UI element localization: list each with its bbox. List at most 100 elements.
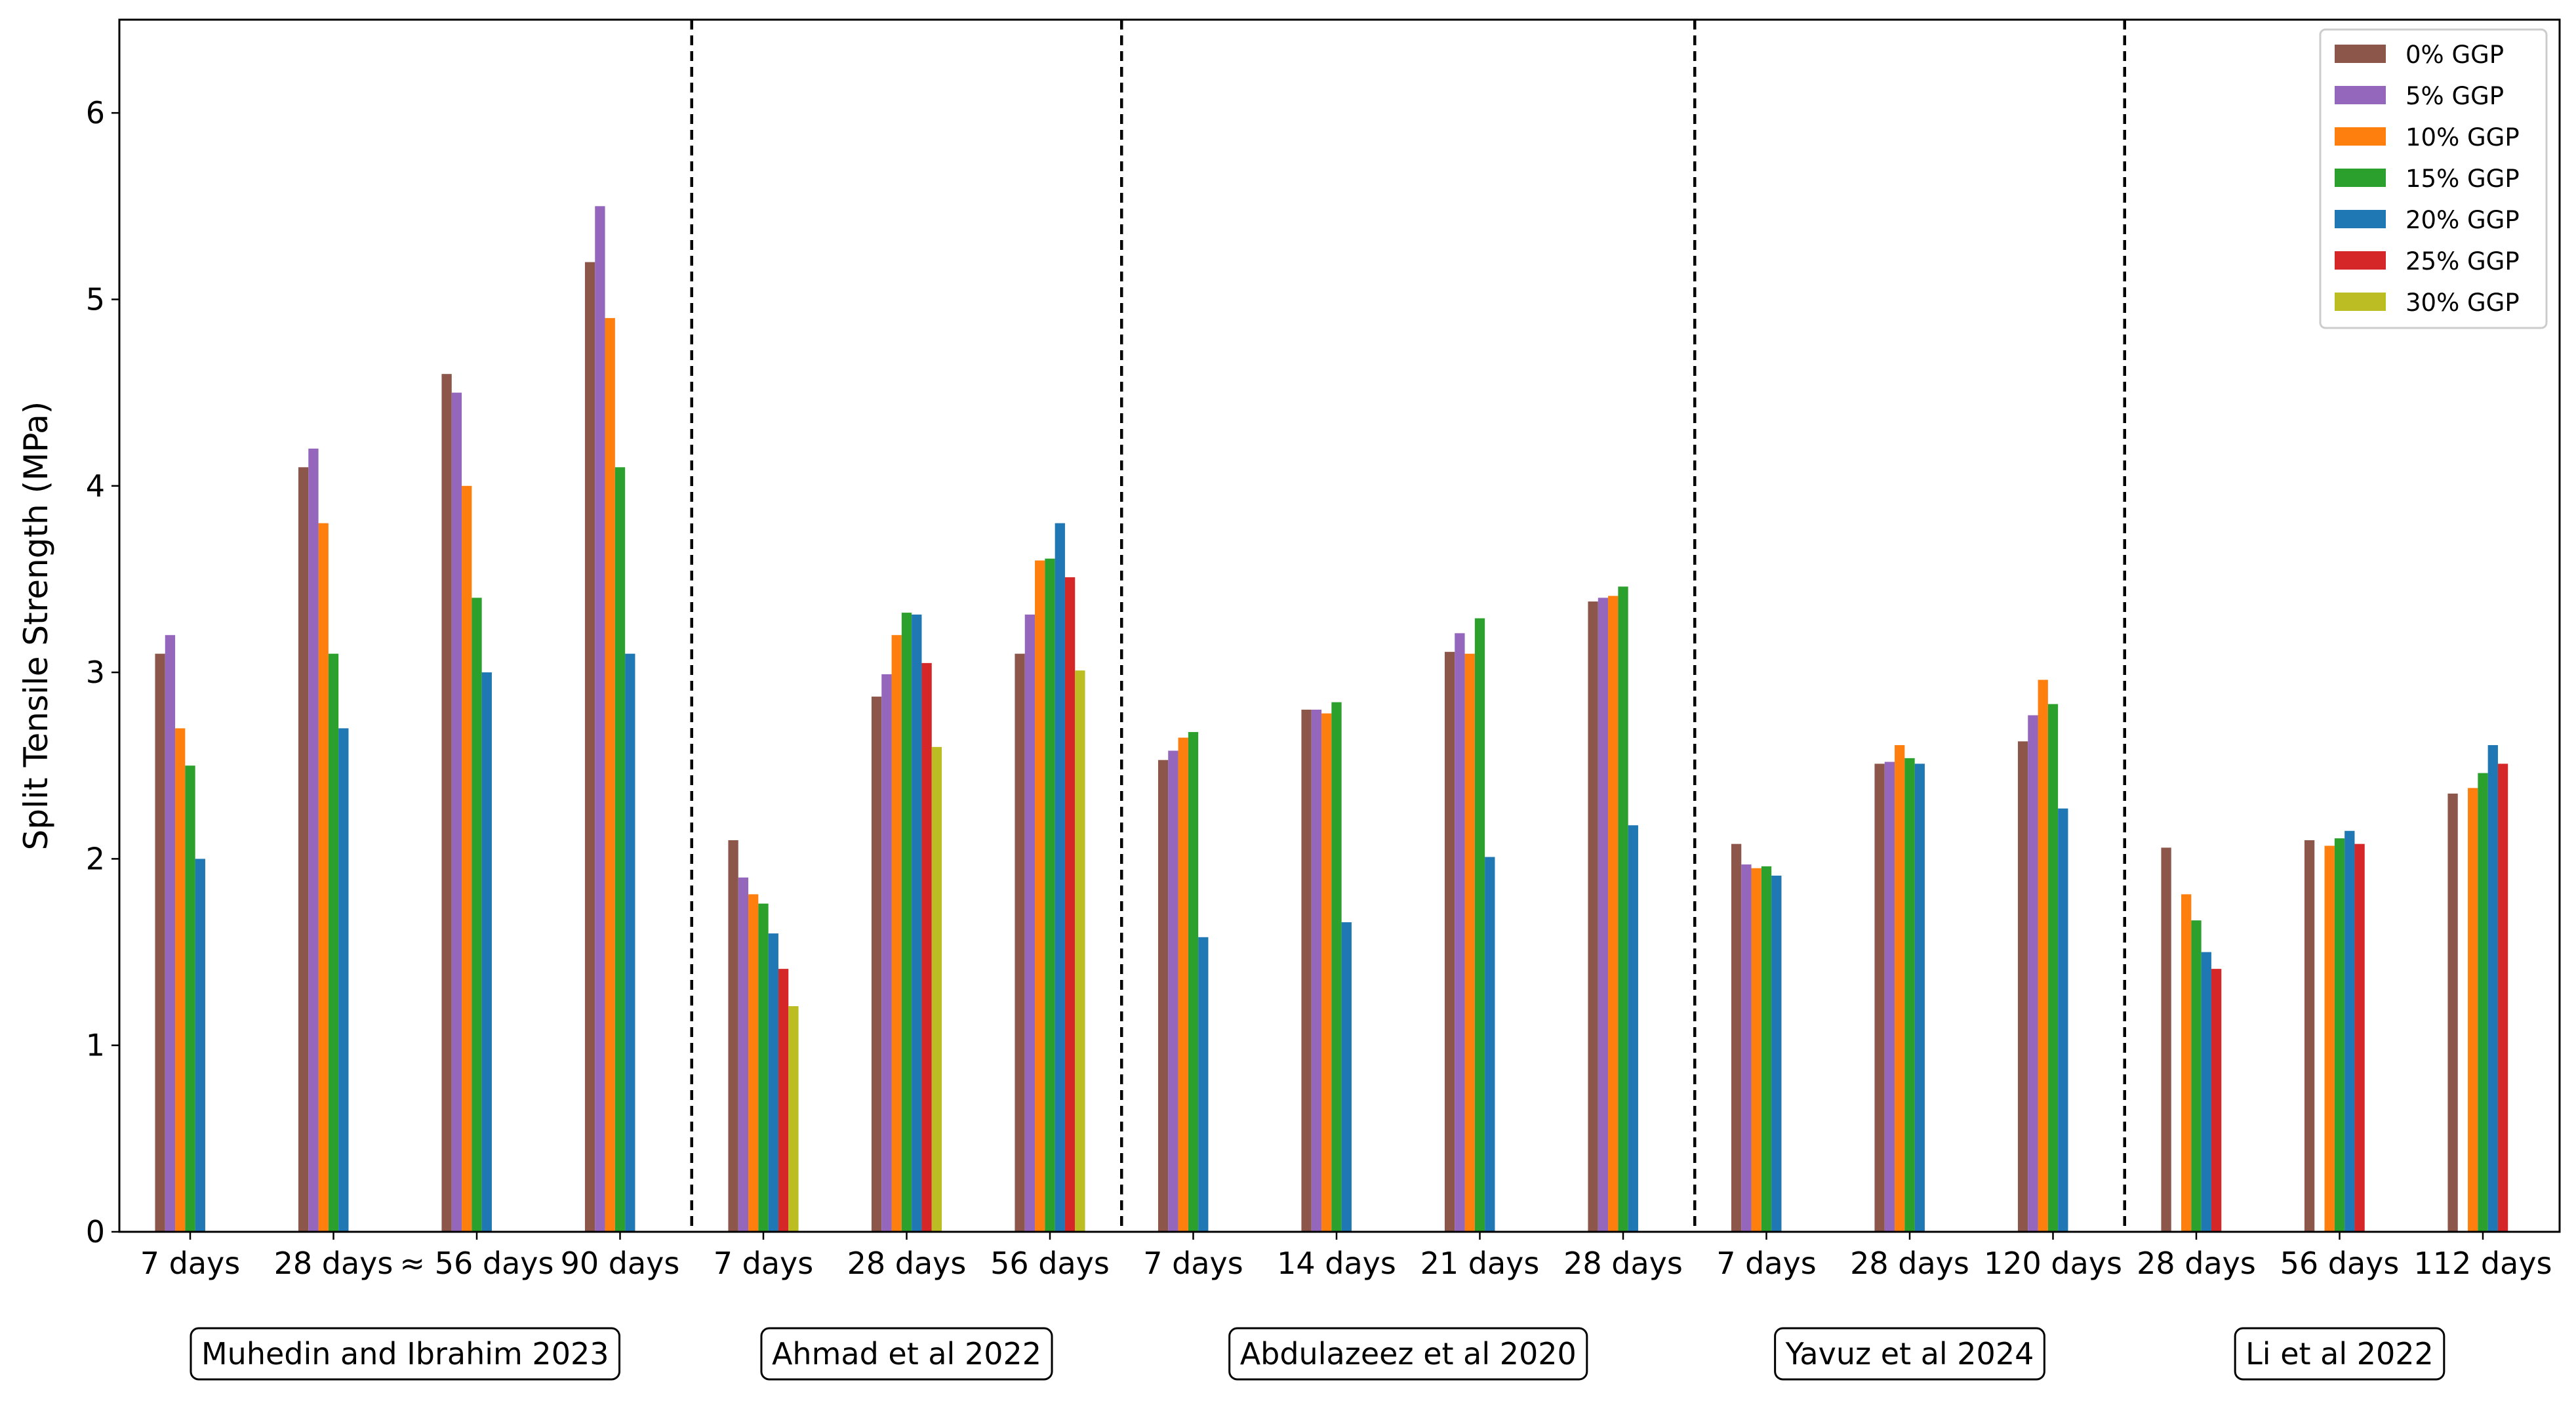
- bar-4-2-2: [1884, 762, 1895, 1232]
- bar-4-2-4: [1904, 758, 1915, 1232]
- x-tick-label: 28 days: [1563, 1246, 1683, 1281]
- legend-swatch: [2335, 169, 2386, 187]
- bar-1-2-1: [298, 467, 309, 1232]
- bar-1-1-1: [155, 653, 165, 1232]
- bar-1-3-5: [481, 672, 492, 1232]
- bar-2-2-2: [881, 674, 892, 1232]
- legend-swatch: [2335, 45, 2386, 63]
- bar-4-2-1: [1874, 763, 1885, 1232]
- bar-2-1-1: [728, 840, 738, 1232]
- bar-4-2-5: [1914, 763, 1925, 1232]
- x-tick-label: 112 days: [2414, 1246, 2552, 1281]
- bar-3-1-3: [1178, 737, 1188, 1232]
- bar-5-1-3: [2181, 894, 2192, 1232]
- bar-1-2-4: [328, 653, 339, 1232]
- bar-3-2-4: [1331, 702, 1342, 1232]
- legend-swatch: [2335, 293, 2386, 311]
- bar-4-3-3: [2038, 680, 2048, 1232]
- x-tick-label: 56 days: [990, 1246, 1110, 1281]
- x-tick-label: 90 days: [561, 1246, 680, 1281]
- bar-2-3-1: [1015, 653, 1025, 1232]
- x-tick-label: 7 days: [1716, 1246, 1816, 1281]
- bar-5-1-5: [2201, 952, 2211, 1232]
- bar-1-3-2: [451, 392, 462, 1232]
- x-tick-label: 14 days: [1277, 1246, 1396, 1281]
- group-label-box: [190, 1327, 621, 1381]
- x-tick-label: 28 days: [1850, 1246, 1969, 1281]
- bar-3-2-2: [1311, 709, 1322, 1232]
- x-tick-label: 28 days: [2137, 1246, 2256, 1281]
- legend-label: 20% GGP: [2405, 206, 2520, 234]
- bar-3-3-3: [1464, 653, 1475, 1232]
- bar-1-1-3: [175, 728, 186, 1232]
- bar-3-3-4: [1474, 618, 1485, 1232]
- bar-2-1-6: [778, 969, 789, 1232]
- bar-5-2-6: [2354, 844, 2365, 1232]
- x-axis: 7 days 28 days ≈ 56 days 90 days 7 days 28 da…: [140, 1232, 2552, 1281]
- bar-3-3-2: [1455, 633, 1465, 1232]
- bar-3-1-5: [1198, 937, 1209, 1232]
- bar-2-2-6: [921, 662, 932, 1232]
- y-axis-label: Split Tensile Strength (MPa): [17, 401, 55, 851]
- bar-1-3-4: [472, 598, 482, 1232]
- bar-2-3-4: [1045, 558, 1055, 1232]
- bar-3-2-5: [1341, 922, 1352, 1232]
- x-tick-label: 7 days: [1143, 1246, 1243, 1281]
- bar-1-4-2: [595, 206, 605, 1232]
- group-label-box: [760, 1327, 1053, 1381]
- bar-1-4-4: [614, 467, 626, 1232]
- group-label: Ahmad et al 2022: [772, 1336, 1041, 1372]
- bar-5-2-3: [2324, 845, 2335, 1232]
- group-separators: [690, 20, 2126, 1232]
- bar-3-4-3: [1608, 596, 1619, 1232]
- legend-label: 25% GGP: [2405, 247, 2520, 275]
- y-tick-label: 4: [86, 468, 105, 504]
- x-tick-label: 7 days: [714, 1246, 813, 1281]
- bar-2-1-4: [758, 903, 769, 1232]
- bar-4-1-2: [1741, 864, 1752, 1232]
- y-tick-label: 3: [86, 655, 105, 690]
- bar-5-1-1: [2161, 847, 2171, 1232]
- group-labels: Muhedin and Ibrahim 2023 Ahmad et al 2022…: [190, 1327, 2445, 1381]
- bar-1-2-2: [308, 448, 319, 1232]
- x-tick-label: 56 days: [2280, 1246, 2400, 1281]
- bar-3-2-3: [1321, 713, 1332, 1232]
- x-tick-label: 28 days: [847, 1246, 967, 1281]
- bar-5-3-3: [2468, 788, 2478, 1232]
- bar-4-1-5: [1771, 875, 1782, 1232]
- bar-5-2-1: [2304, 840, 2315, 1232]
- x-tick-label: 21 days: [1420, 1246, 1540, 1281]
- bar-4-3-5: [2058, 808, 2068, 1232]
- bar-4-3-4: [2047, 704, 2059, 1232]
- bar-5-3-6: [2497, 763, 2508, 1232]
- x-tick-label: ≈ 56 days: [400, 1246, 554, 1281]
- bar-3-4-1: [1588, 601, 1598, 1232]
- bar-1-1-5: [195, 859, 205, 1232]
- group-label: Yavuz et al 2024: [1785, 1336, 2034, 1372]
- bar-3-4-2: [1598, 598, 1609, 1232]
- bar-1-4-1: [584, 262, 595, 1232]
- y-tick-label: 1: [86, 1028, 105, 1063]
- bar-2-3-6: [1064, 577, 1076, 1232]
- y-tick-label: 6: [86, 95, 105, 131]
- bar-3-4-5: [1628, 825, 1638, 1232]
- bar-2-1-3: [748, 894, 759, 1232]
- bar-1-1-2: [165, 635, 176, 1232]
- bar-1-1-4: [185, 765, 195, 1232]
- group-label: Li et al 2022: [2245, 1336, 2434, 1372]
- y-axis: 0 1 2 3 4 5 6: [86, 95, 119, 1250]
- bar-3-3-1: [1444, 651, 1455, 1232]
- legend-label: 30% GGP: [2405, 289, 2520, 317]
- bar-3-1-4: [1188, 732, 1199, 1232]
- bar-2-1-5: [768, 933, 778, 1232]
- y-tick-label: 5: [86, 281, 105, 317]
- bar-2-3-7: [1075, 670, 1085, 1232]
- bar-3-2-1: [1301, 709, 1312, 1232]
- bar-1-2-3: [318, 523, 329, 1232]
- bar-1-4-5: [625, 653, 635, 1232]
- bar-5-2-4: [2334, 838, 2345, 1232]
- bar-2-1-2: [738, 877, 749, 1232]
- legend-label: 0% GGP: [2405, 41, 2504, 69]
- bar-5-3-4: [2478, 773, 2488, 1232]
- bar-2-2-3: [891, 635, 902, 1232]
